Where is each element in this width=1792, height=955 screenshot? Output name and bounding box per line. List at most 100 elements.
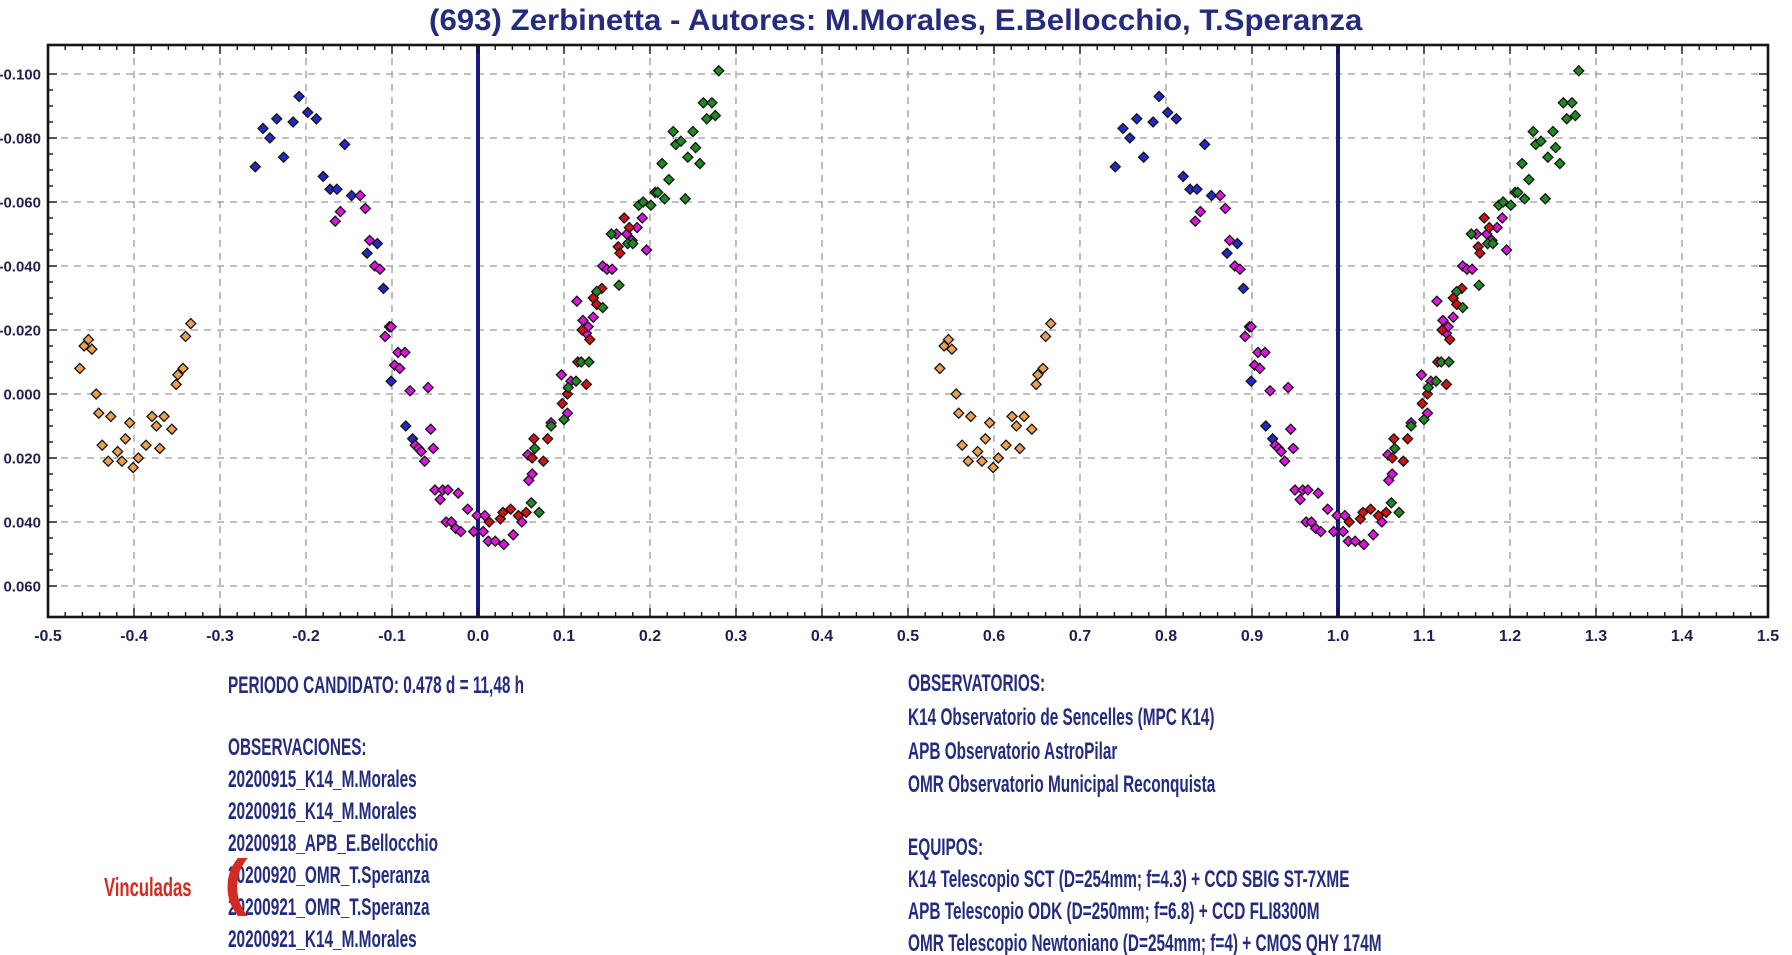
data-point bbox=[363, 234, 376, 247]
data-point bbox=[644, 199, 657, 212]
x-axis-labels: -0.5 -0.4 -0.3 -0.2 -0.1 0.0 0.1 0.2 0.3 0.4 0.5 0.… bbox=[34, 628, 1779, 645]
data-point bbox=[361, 247, 373, 260]
data-point bbox=[583, 356, 595, 368]
data-point bbox=[1321, 503, 1334, 516]
data-point bbox=[270, 112, 283, 125]
data-point bbox=[317, 170, 330, 183]
data-point bbox=[1486, 237, 1499, 250]
data-point bbox=[580, 378, 593, 391]
data-point bbox=[507, 528, 520, 541]
data-point bbox=[541, 432, 554, 445]
data-point bbox=[1478, 212, 1491, 224]
data-point bbox=[1231, 237, 1244, 250]
session-line: 20200916_K14_M.Morales bbox=[228, 798, 417, 825]
data-point bbox=[663, 173, 675, 186]
session-line: 20200921_K14_M.Morales bbox=[228, 926, 417, 953]
data-point bbox=[1331, 509, 1344, 522]
data-point bbox=[964, 410, 977, 423]
data-point bbox=[526, 468, 539, 480]
y-tick-label: -0.080 bbox=[0, 131, 41, 148]
data-point bbox=[636, 212, 649, 224]
x-tick-label: -0.3 bbox=[206, 628, 234, 645]
data-point bbox=[424, 423, 437, 436]
data-point bbox=[1500, 244, 1513, 256]
linked-sessions-label: Vinculadas bbox=[104, 872, 192, 902]
series-session-green bbox=[525, 64, 1585, 519]
data-point bbox=[1194, 205, 1207, 218]
data-point bbox=[257, 122, 269, 135]
data-point bbox=[667, 125, 680, 138]
chart-area: -0.5 -0.4 -0.3 -0.2 -0.1 0.0 0.1 0.2 0.3 0.4 0.5 0.… bbox=[0, 43, 1779, 645]
data-point bbox=[165, 423, 178, 436]
data-point bbox=[956, 439, 969, 452]
data-point bbox=[277, 151, 290, 164]
data-point bbox=[132, 452, 145, 464]
y-tick-label: 0.020 bbox=[3, 451, 41, 468]
data-point bbox=[693, 157, 706, 170]
y-tick-label: -0.060 bbox=[0, 195, 41, 212]
data-point bbox=[1385, 496, 1398, 509]
data-point bbox=[1259, 420, 1272, 432]
data-point bbox=[1327, 525, 1340, 538]
data-point bbox=[104, 410, 117, 423]
data-point bbox=[393, 362, 406, 375]
data-point bbox=[418, 455, 431, 468]
data-point bbox=[576, 324, 588, 336]
data-point bbox=[613, 247, 626, 260]
data-point bbox=[1497, 196, 1510, 208]
data-point bbox=[345, 189, 358, 202]
data-point bbox=[1109, 160, 1122, 173]
x-tick-label: 1.2 bbox=[1499, 628, 1521, 645]
series-session-orange bbox=[73, 317, 1057, 474]
data-point bbox=[1010, 420, 1023, 432]
data-point bbox=[146, 410, 158, 423]
data-point bbox=[512, 509, 525, 522]
data-point bbox=[570, 375, 582, 388]
data-point bbox=[1443, 333, 1456, 346]
y-tick-label: 0.060 bbox=[3, 579, 41, 596]
data-point bbox=[404, 384, 416, 397]
x-tick-label: 0.7 bbox=[1069, 628, 1091, 645]
data-point bbox=[1123, 132, 1136, 144]
data-point bbox=[640, 244, 653, 256]
data-point bbox=[331, 183, 343, 196]
data-point bbox=[1523, 173, 1535, 186]
data-point bbox=[415, 445, 428, 458]
data-point bbox=[626, 237, 639, 250]
data-point bbox=[1214, 189, 1227, 202]
data-point bbox=[1044, 317, 1057, 330]
data-point bbox=[1372, 509, 1385, 522]
data-point bbox=[1516, 157, 1528, 170]
data-point bbox=[1223, 234, 1236, 247]
data-point bbox=[1466, 263, 1479, 276]
data-point bbox=[379, 330, 392, 343]
data-point bbox=[1430, 375, 1442, 388]
data-point bbox=[1264, 384, 1276, 397]
data-point bbox=[689, 141, 702, 154]
equipment-line: K14 Telescopio SCT (D=254mm; f=4.3) + CC… bbox=[908, 866, 1350, 893]
data-point bbox=[385, 320, 398, 333]
data-point bbox=[1289, 484, 1301, 496]
data-point bbox=[1415, 368, 1428, 381]
data-point bbox=[301, 106, 314, 119]
data-point bbox=[1456, 301, 1469, 314]
data-point bbox=[170, 378, 183, 391]
data-point bbox=[377, 282, 390, 295]
data-point bbox=[1030, 378, 1043, 391]
data-point bbox=[1405, 420, 1418, 432]
data-point bbox=[520, 506, 533, 519]
data-point bbox=[1039, 330, 1052, 343]
data-point bbox=[1491, 221, 1504, 234]
data-point bbox=[489, 535, 502, 548]
data-point bbox=[651, 186, 664, 199]
data-point bbox=[1343, 516, 1356, 528]
data-point bbox=[706, 96, 718, 109]
data-point bbox=[1284, 423, 1297, 436]
data-point bbox=[334, 205, 347, 218]
data-point bbox=[1037, 362, 1049, 375]
data-point bbox=[1496, 212, 1509, 224]
data-point bbox=[441, 484, 454, 496]
data-point bbox=[497, 506, 509, 519]
data-point bbox=[1380, 506, 1393, 519]
